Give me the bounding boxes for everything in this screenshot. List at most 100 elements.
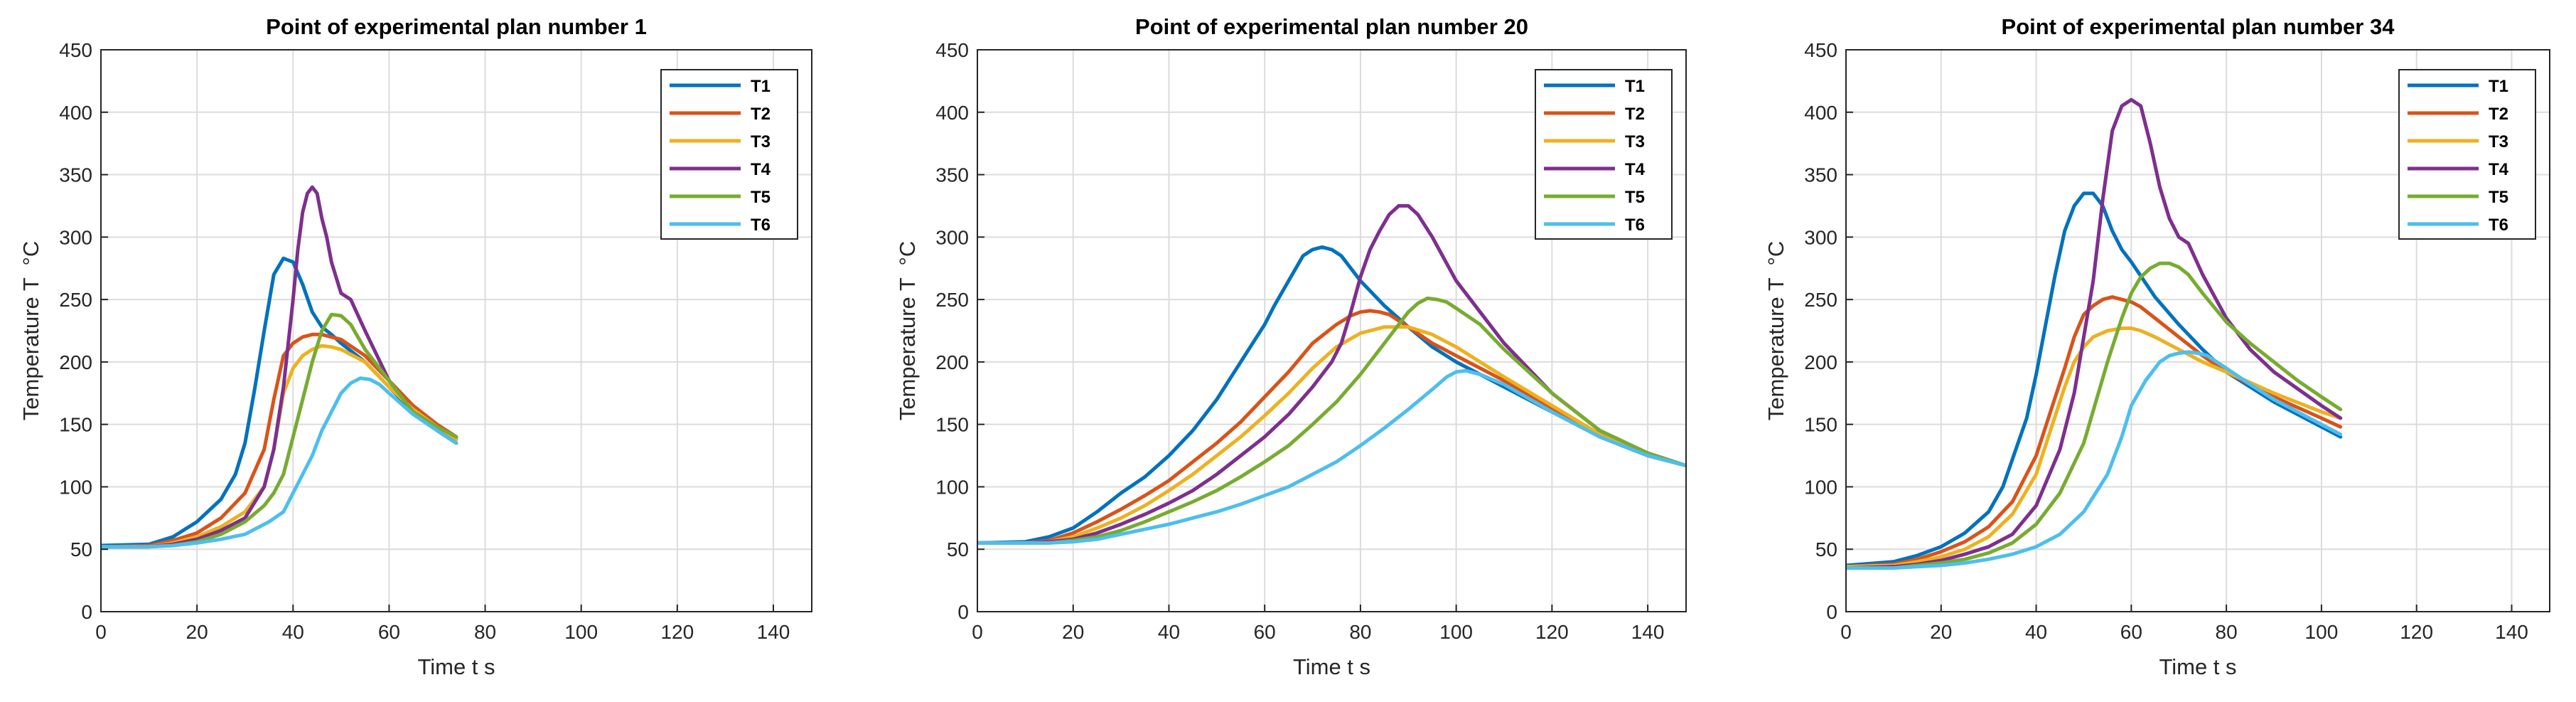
legend: T1 T2 T3 T4 T5 T6	[1535, 69, 1673, 240]
series-group	[101, 185, 458, 549]
y-tick-label: 50	[1815, 538, 1837, 560]
y-tick-label: 450	[935, 39, 969, 61]
x-tick-label: 0	[972, 621, 983, 643]
y-tick-label: 200	[1804, 351, 1837, 373]
y-tick-label: 250	[59, 289, 92, 311]
series-line-t5	[1846, 261, 2343, 570]
legend: T1 T2 T3 T4 T5 T6	[2398, 69, 2536, 240]
legend-label-t3: T3	[1625, 132, 1645, 151]
y-axis-label: Temperature T °C	[1764, 241, 1788, 420]
series-line-t2	[977, 309, 1686, 545]
y-tick-label: 350	[59, 164, 92, 186]
series-line-t4	[101, 185, 458, 549]
series-line-t4	[1846, 97, 2343, 570]
y-tick-label: 150	[59, 414, 92, 436]
x-tick-label: 120	[2400, 621, 2433, 643]
x-tick-label: 80	[474, 621, 496, 643]
legend-label-t2: T2	[751, 105, 771, 124]
x-tick-label: 140	[757, 621, 790, 643]
series-line-t5	[101, 312, 458, 549]
y-tick-label: 0	[1826, 601, 1837, 623]
legend-label-t5: T5	[751, 188, 771, 207]
series-line-t3	[977, 325, 1686, 545]
series-line-t3	[1846, 326, 2343, 569]
axes-frame	[977, 49, 1687, 612]
series-line-t4	[977, 203, 1686, 545]
legend-label-t6: T6	[1625, 216, 1645, 235]
x-tick-label: 120	[660, 621, 694, 643]
y-tick-label: 450	[1804, 39, 1837, 61]
y-tick-label: 300	[59, 226, 92, 248]
y-tick-label: 50	[947, 538, 969, 560]
x-tick-label: 0	[95, 621, 107, 643]
legend-label-t2: T2	[2489, 105, 2508, 124]
legend-label-t1: T1	[1625, 77, 1645, 96]
legend-label-t5: T5	[1625, 188, 1645, 207]
y-axis-label: Temperature T °C	[18, 241, 43, 420]
chart-plan-20: 0 20 40 60 80 100 120 140 0 50 100 150 200 250 300 350 4…	[895, 14, 1687, 679]
y-tick-label: 100	[935, 476, 969, 498]
y-tick-label: 400	[59, 102, 92, 124]
x-tick-label: 140	[2495, 621, 2528, 643]
y-tick-label: 300	[935, 226, 969, 248]
y-tick-label: 0	[81, 601, 92, 623]
series-line-t6	[101, 376, 458, 549]
y-tick-label: 200	[59, 351, 92, 373]
y-tick-label: 0	[957, 601, 969, 623]
legend-label-t2: T2	[1625, 105, 1645, 124]
series-line-t5	[977, 296, 1686, 545]
y-tick-label: 450	[59, 39, 92, 61]
legend-label-t1: T1	[2489, 77, 2508, 96]
y-tick-label: 350	[935, 164, 969, 186]
x-tick-label: 120	[1535, 621, 1569, 643]
legend-label-t1: T1	[751, 77, 771, 96]
x-tick-label: 80	[2216, 621, 2238, 643]
x-tick-label: 60	[1254, 621, 1276, 643]
y-tick-label: 350	[1804, 164, 1837, 186]
legend-box	[2398, 69, 2536, 240]
x-tick-label: 140	[1631, 621, 1665, 643]
x-tick-label: 40	[1158, 621, 1180, 643]
series-line-t1	[1846, 191, 2343, 568]
series-line-t1	[977, 245, 1686, 545]
chart-title: Point of experimental plan number 20	[1135, 14, 1528, 39]
series-line-t6	[977, 368, 1686, 545]
x-tick-label: 40	[2025, 621, 2047, 643]
x-axis-label: Time t s	[2159, 654, 2236, 679]
x-tick-label: 100	[2305, 621, 2339, 643]
series-line-t3	[101, 344, 458, 549]
y-tick-label: 100	[1804, 476, 1837, 498]
legend-label-t3: T3	[751, 132, 771, 151]
legend: T1 T2 T3 T4 T5 T6	[660, 69, 798, 240]
y-tick-label: 400	[1804, 102, 1837, 124]
x-tick-label: 60	[378, 621, 400, 643]
legend-label-t3: T3	[2489, 132, 2508, 151]
chart-plan-34: 0 20 40 60 80 100 120 140 0 50 100 150 200 250 300 350 4…	[1764, 14, 2550, 679]
legend-box	[1535, 69, 1673, 240]
series-line-t6	[1846, 350, 2343, 570]
legend-label-t4: T4	[1625, 160, 1646, 179]
y-tick-label: 100	[59, 476, 92, 498]
y-tick-label: 300	[1804, 226, 1837, 248]
x-tick-label: 20	[1930, 621, 1952, 643]
legend-box	[660, 69, 798, 240]
y-tick-label: 400	[935, 102, 969, 124]
y-axis-label: Temperature T °C	[895, 241, 920, 420]
x-tick-label: 20	[186, 621, 208, 643]
y-tick-label: 250	[1804, 289, 1837, 311]
chart-title: Point of experimental plan number 34	[2002, 14, 2395, 39]
y-tick-label: 150	[935, 414, 969, 436]
grid	[101, 49, 812, 612]
x-tick-label: 20	[1062, 621, 1084, 643]
x-axis-label: Time t s	[417, 654, 495, 679]
legend-label-t4: T4	[751, 160, 771, 179]
axes-frame	[1845, 49, 2550, 612]
x-tick-label: 100	[564, 621, 598, 643]
series-group	[977, 203, 1686, 545]
x-tick-label: 80	[1349, 621, 1371, 643]
legend-label-t5: T5	[2489, 188, 2508, 207]
x-tick-label: 60	[2120, 621, 2142, 643]
series-group	[1846, 97, 2343, 570]
x-tick-label: 40	[282, 621, 304, 643]
